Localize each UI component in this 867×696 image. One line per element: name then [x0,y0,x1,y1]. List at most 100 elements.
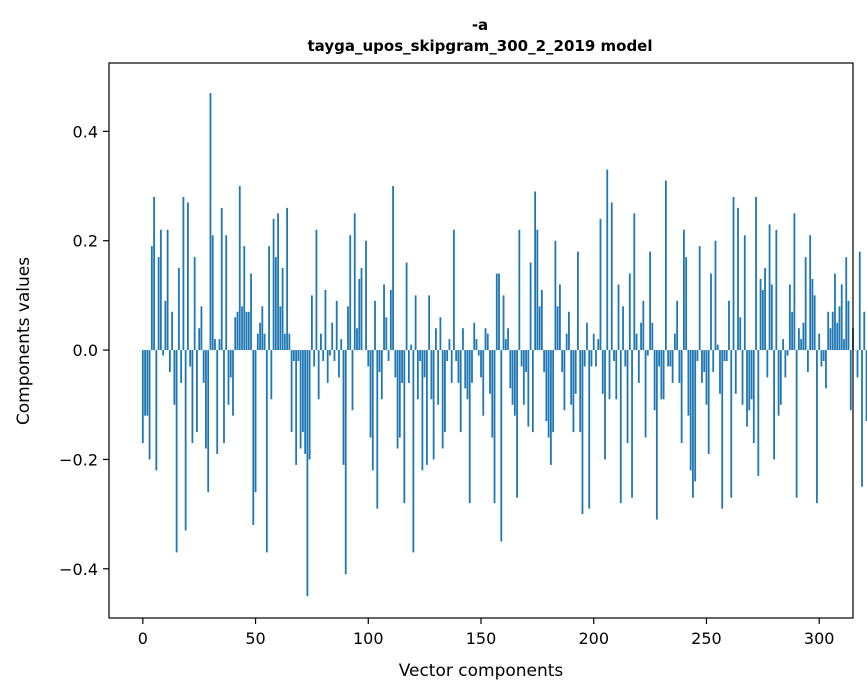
bar-component-310 [840,284,843,351]
bar-component-262 [732,196,735,351]
x-tick-label: 150 [466,629,497,648]
bar-component-90 [344,350,347,575]
bar-component-163 [509,350,512,389]
bar-series [141,93,867,597]
bar-component-297 [811,278,814,351]
bar-component-56 [268,246,270,351]
bar-component-277 [766,350,769,378]
bar-component-292 [800,339,803,351]
bar-component-227 [653,350,656,411]
bar-component-148 [475,339,478,351]
bar-component-107 [383,284,385,351]
bar-component-111 [392,186,394,351]
bar-component-230 [660,350,663,400]
bar-component-204 [601,350,604,394]
bar-component-293 [802,322,805,351]
bar-component-87 [338,350,340,378]
bar-component-36 [223,350,225,444]
bar-component-311 [843,339,845,351]
bar-component-225 [649,251,651,351]
bar-component-305 [829,328,832,351]
bar-component-100 [367,350,370,367]
bar-component-105 [378,350,381,372]
bar-component-150 [480,350,482,378]
bar-component-207 [608,350,611,400]
bar-component-259 [725,350,728,362]
chart-title-line1: -a [472,16,488,34]
bar-component-283 [779,350,782,405]
bar-component-116 [403,350,406,504]
bar-component-63 [283,333,286,351]
bar-component-296 [809,235,812,351]
bar-component-12 [168,350,171,372]
bar-component-245 [694,350,697,482]
bar-component-32 [214,339,216,351]
bar-component-269 [748,350,751,411]
bar-component-226 [651,322,654,351]
bar-component-152 [484,328,487,351]
bar-component-54 [263,333,266,351]
bar-component-46 [245,311,248,351]
bar-component-18 [182,196,185,351]
bar-component-11 [166,229,169,351]
bar-component-14 [173,350,176,405]
bar-component-82 [326,350,329,383]
bar-component-147 [473,322,476,351]
bar-component-143 [464,350,467,389]
bar-component-222 [642,300,645,351]
bar-component-173 [531,350,534,433]
bar-component-258 [723,350,726,362]
bar-component-237 [676,300,679,351]
bar-component-8 [159,229,162,351]
bar-component-278 [768,224,771,351]
bar-component-223 [644,350,647,438]
bar-component-284 [782,339,785,351]
y-tick-label: −0.2 [59,450,98,469]
bar-component-213 [622,306,624,351]
bar-component-301 [820,350,823,367]
bar-component-151 [482,350,485,416]
bar-component-272 [755,196,757,351]
bar-component-299 [816,350,818,504]
bar-component-47 [247,311,250,351]
bar-component-124 [421,350,424,471]
bar-component-21 [189,350,192,367]
bar-component-9 [162,350,165,356]
bar-component-20 [187,202,189,351]
bar-component-185 [559,284,561,351]
bar-component-235 [671,350,674,383]
bar-component-215 [626,350,629,444]
bar-component-135 [446,350,449,362]
bar-component-156 [493,350,496,504]
bar-component-104 [376,350,379,509]
bar-component-241 [685,257,688,351]
x-axis-label: Vector components [399,661,564,681]
bar-component-53 [261,306,264,351]
bar-component-252 [710,273,712,351]
bar-component-224 [646,350,649,356]
bar-component-37 [225,235,228,351]
bar-component-175 [536,229,539,351]
bar-component-5 [153,196,155,351]
bar-component-168 [520,350,523,367]
x-tick-label: 300 [804,629,835,648]
bar-component-302 [822,350,825,362]
bar-component-155 [491,350,494,438]
x-tick-label: 0 [138,629,148,648]
bar-component-256 [719,350,721,394]
bar-component-247 [698,246,701,351]
bar-component-217 [631,350,633,498]
bar-component-24 [196,350,198,433]
bar-component-118 [407,350,410,383]
bar-component-23 [193,257,196,351]
bar-component-59 [274,257,277,351]
bar-component-67 [292,350,295,362]
x-tick-label: 250 [691,629,722,648]
bar-component-41 [234,317,237,351]
bar-component-154 [489,350,491,394]
bar-component-43 [238,186,241,351]
bar-component-49 [252,350,255,526]
bar-component-268 [746,350,748,427]
bar-component-198 [588,350,591,509]
